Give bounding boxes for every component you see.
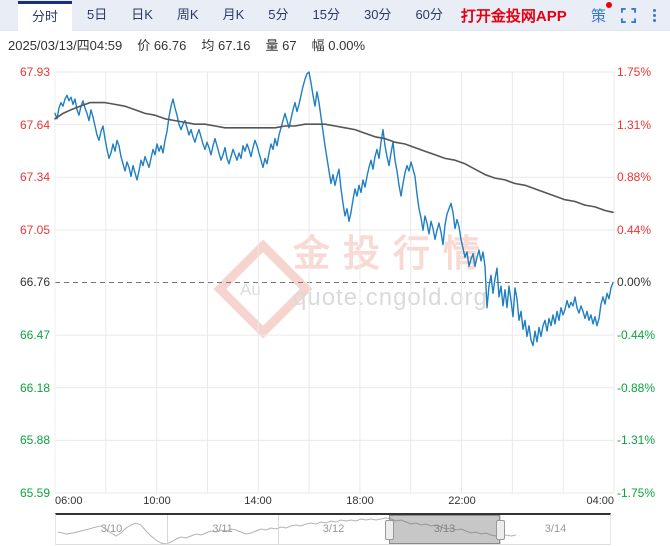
quote-price: 价 66.76 <box>137 37 187 53</box>
x-axis-label: 22:00 <box>448 495 476 507</box>
y-right-label: -1.75% <box>617 486 656 500</box>
y-left-label: 65.59 <box>19 486 50 500</box>
tab-daily-k[interactable]: 日K <box>131 7 153 22</box>
watermark-au-text: Au <box>240 280 261 299</box>
notification-dot <box>606 1 612 8</box>
y-right-label: 0.44% <box>617 223 652 237</box>
tab-minute[interactable]: 分时 <box>18 0 73 32</box>
quote-volume: 量 67 <box>265 37 297 53</box>
fullscreen-icon[interactable] <box>621 7 636 23</box>
y-left-label: 67.93 <box>19 65 50 79</box>
y-left-label: 66.47 <box>19 328 50 342</box>
x-axis-label: 06:00 <box>55 495 83 507</box>
navigator-date: 3/10 <box>100 523 123 535</box>
tabbar-icons: 策 <box>590 1 670 26</box>
strategy-label: 策 <box>590 7 606 25</box>
quote-datetime: 2025/03/13/四04:59 <box>8 37 123 53</box>
navigator-date: 3/11 <box>212 523 233 535</box>
navigator-sparkline <box>57 517 517 544</box>
y-left-label: 67.05 <box>19 223 50 237</box>
tab-5day[interactable]: 5日 <box>87 7 108 22</box>
open-app-link[interactable]: 打开金投网APP <box>460 7 567 25</box>
tab-5min[interactable]: 5分 <box>268 7 289 22</box>
x-axis-label: 18:00 <box>346 495 374 507</box>
y-right-label: -1.31% <box>617 433 656 447</box>
tab-15min[interactable]: 15分 <box>312 7 340 22</box>
tab-60min[interactable]: 60分 <box>415 7 443 22</box>
y-left-label: 67.64 <box>19 118 50 132</box>
navigator-date: 3/13 <box>433 523 456 535</box>
y-left-label: 66.18 <box>19 381 50 395</box>
range-navigator[interactable]: 3/10 3/11 3/12 3/13 3/14 <box>55 513 611 545</box>
y-left-label: 67.34 <box>19 170 50 184</box>
navigator-date: 3/14 <box>544 523 567 535</box>
navigator-date: 3/12 <box>322 523 345 535</box>
x-axis-label: 04:00 <box>586 495 614 507</box>
y-right-label: 1.75% <box>617 65 652 79</box>
navigator-separator <box>167 515 168 544</box>
navigator-selected-range[interactable] <box>389 515 500 544</box>
period-tabbar: 分时 5日 日K 周K 月K 5分 15分 30分 60分 打开金投网APP 策 <box>0 0 670 32</box>
y-right-label: -0.88% <box>617 381 656 395</box>
y-right-label: -0.44% <box>617 328 656 342</box>
quote-infobar: 2025/03/13/四04:59 价 66.76 均 67.16 量 67 幅… <box>0 30 670 58</box>
strategy-icon[interactable]: 策 <box>590 1 612 26</box>
quote-average: 均 67.16 <box>201 37 251 53</box>
navigator-left-handle[interactable] <box>385 520 394 540</box>
watermark-brand: 金投行情 <box>293 233 493 274</box>
tab-30min[interactable]: 30分 <box>363 7 392 22</box>
y-right-label-zero: 0.00% <box>617 275 652 289</box>
x-axis-label: 14:00 <box>244 495 272 507</box>
tab-monthly-k[interactable]: 月K <box>222 7 245 22</box>
y-right-label: 1.31% <box>617 118 652 132</box>
quote-change: 幅 0.00% <box>311 37 366 53</box>
price-plot[interactable] <box>0 58 670 513</box>
navigator-right-handle[interactable] <box>496 520 505 540</box>
x-axis-label: 10:00 <box>143 495 171 507</box>
y-left-label-prev-close: 66.76 <box>19 275 50 289</box>
watermark-url: quote.cngold.org <box>293 284 488 311</box>
y-left-label: 65.88 <box>19 433 50 447</box>
navigator-separator <box>278 515 279 544</box>
y-right-label: 0.88% <box>617 170 652 184</box>
intraday-chart: Au 金投行情 quote.cngold.org 67.93 67.64 67.… <box>0 58 670 513</box>
more-menu-icon[interactable] <box>651 7 658 24</box>
tab-weekly-k[interactable]: 周K <box>176 7 199 22</box>
